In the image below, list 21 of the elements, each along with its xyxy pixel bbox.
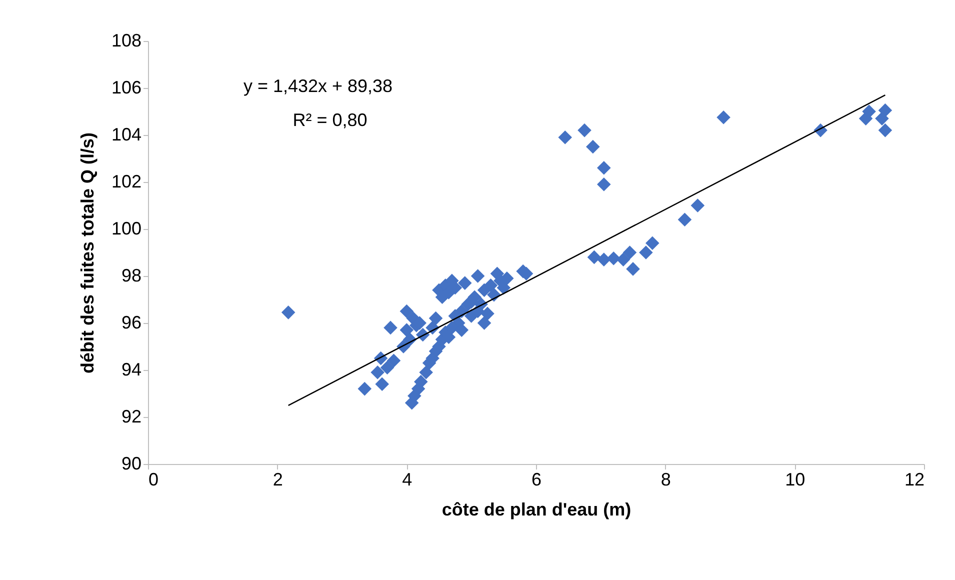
y-tick-label: 98 bbox=[121, 266, 142, 286]
x-axis-title: côte de plan d'eau (m) bbox=[442, 500, 632, 520]
y-tick-label: 102 bbox=[111, 172, 142, 192]
x-tick-label: 8 bbox=[660, 470, 671, 490]
y-tick-label: 92 bbox=[121, 406, 142, 426]
y-tick-label: 106 bbox=[111, 78, 142, 98]
y-tick-label: 94 bbox=[121, 360, 142, 380]
x-tick-label: 6 bbox=[531, 470, 542, 490]
y-tick-label: 96 bbox=[121, 312, 142, 332]
y-axis-title: débit des fuites totale Q (l/s) bbox=[77, 132, 98, 374]
annotation: R² = 0,80 bbox=[292, 110, 368, 130]
x-tick-label: 0 bbox=[148, 470, 159, 490]
y-tick-label: 104 bbox=[111, 124, 142, 144]
y-tick-label: 90 bbox=[121, 454, 142, 474]
annotation: y = 1,432x + 89,38 bbox=[243, 76, 393, 96]
y-tick-label: 100 bbox=[111, 218, 142, 238]
x-tick-label: 4 bbox=[402, 470, 412, 490]
x-tick-label: 2 bbox=[272, 470, 283, 490]
x-tick-label: 10 bbox=[785, 470, 806, 490]
x-tick-label: 12 bbox=[904, 470, 924, 490]
y-tick-label: 108 bbox=[111, 30, 142, 50]
